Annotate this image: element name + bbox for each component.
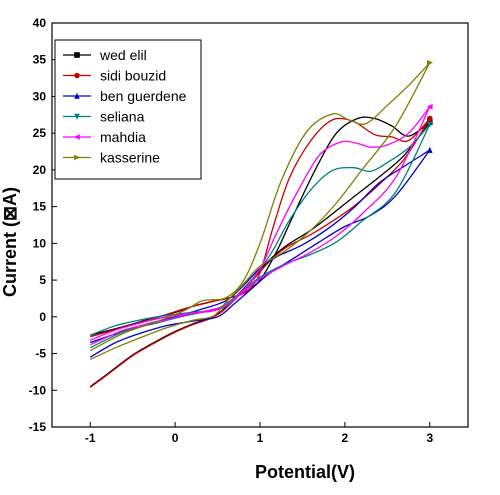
legend-item: mahdia [63, 129, 146, 145]
series-mahdia [89, 103, 433, 346]
y-tick-label: 20 [33, 163, 47, 177]
x-tick-label: 1 [257, 431, 264, 445]
legend-item: seliana [63, 109, 145, 125]
series-endpoint-marker [426, 103, 433, 110]
series-line-reverse-sidi-bouzid [90, 117, 431, 338]
y-tick-label: 5 [39, 273, 46, 287]
legend-label: wed elil [99, 47, 147, 63]
legend-item: sidi bouzid [63, 68, 166, 84]
x-axis-title: Potential(V) [255, 462, 355, 482]
series-endpoint-marker [426, 146, 433, 153]
x-tick-label: -1 [85, 431, 96, 445]
legend-label: ben guerdene [100, 88, 187, 104]
x-tick-label: 0 [172, 431, 179, 445]
series-line-forward-kasserine [89, 62, 431, 360]
legend-label: seliana [100, 109, 145, 125]
legend-swatch-marker [74, 154, 81, 161]
series-endpoint-marker [426, 115, 433, 122]
x-tick-label: 2 [342, 431, 349, 445]
series-line-forward-ben-guerdene [89, 149, 431, 358]
y-tick-label: -10 [29, 383, 47, 397]
y-tick-label: 30 [33, 89, 47, 103]
legend-swatch-marker [74, 72, 80, 79]
series-endpoint-marker [426, 121, 433, 128]
legend-swatch-marker [74, 52, 80, 58]
legend-item: ben guerdene [63, 88, 187, 104]
series-line-reverse-mahdia [89, 106, 431, 346]
series-line-reverse-seliana [89, 123, 431, 349]
y-tick-label: 40 [33, 16, 47, 30]
series-endpoint-marker [426, 59, 434, 66]
x-tick-label: 3 [426, 431, 433, 445]
series-kasserine [89, 59, 434, 360]
series-line-forward-wed-elil [89, 121, 431, 388]
y-tick-label: -5 [35, 347, 46, 361]
y-tick-label: 10 [33, 236, 47, 250]
legend-box [54, 39, 202, 180]
y-axis-title: Current (⊠A) [0, 187, 20, 297]
y-tick-label: 0 [39, 310, 46, 324]
legend-swatch-marker [74, 92, 80, 99]
series-line-reverse-kasserine [89, 62, 431, 352]
legend-label: mahdia [100, 129, 146, 145]
legend-label: sidi bouzid [100, 68, 166, 84]
legend-swatch-marker [73, 134, 80, 140]
series-line-forward-mahdia [89, 106, 431, 341]
y-tick-label: 15 [33, 200, 47, 214]
y-tick-label: 25 [33, 126, 47, 140]
legend-swatch-marker [74, 113, 80, 120]
legend-item: wed elil [63, 47, 147, 63]
legend: wed elil sidi bouzid ben guerdene seliana ma… [54, 39, 202, 180]
y-tick-label: -15 [29, 420, 47, 434]
series-group [89, 59, 434, 388]
y-tick-label: 35 [33, 53, 47, 67]
legend-item: kasserine [63, 150, 160, 166]
legend-label: kasserine [100, 150, 160, 166]
